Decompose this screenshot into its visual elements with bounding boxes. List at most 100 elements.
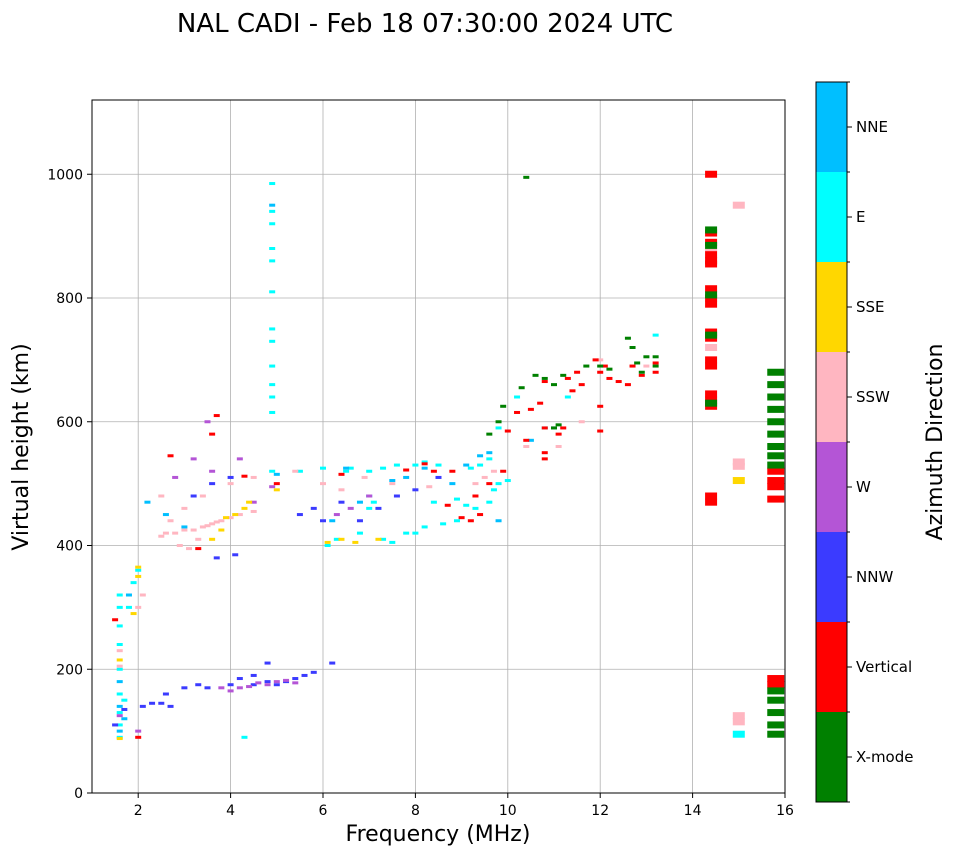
data-point	[209, 432, 216, 436]
data-point	[705, 492, 718, 500]
data-point	[514, 410, 521, 414]
data-point	[435, 475, 442, 479]
data-point	[121, 698, 128, 702]
data-point	[269, 222, 276, 226]
data-point	[551, 383, 557, 387]
data-point	[652, 370, 659, 374]
data-point	[467, 519, 474, 523]
data-point	[158, 701, 165, 705]
data-point	[541, 380, 548, 384]
data-point	[705, 300, 718, 308]
data-point	[269, 209, 276, 213]
chart-title: NAL CADI - Feb 18 07:30:00 2024 UTC	[177, 9, 673, 39]
data-point	[273, 680, 280, 684]
plot-area: 2 4 6 8 10 12 14 16 0 200 400 600 800 1000	[47, 99, 794, 819]
data-point	[380, 537, 387, 541]
data-point	[449, 482, 456, 486]
data-point	[412, 531, 419, 535]
data-point	[292, 469, 299, 473]
data-point	[246, 685, 253, 689]
data-point	[356, 500, 363, 504]
data-point	[356, 531, 363, 535]
data-point	[338, 488, 345, 492]
data-point	[705, 170, 718, 178]
data-point	[116, 692, 123, 696]
data-point	[241, 506, 248, 510]
colorbar-label-vertical: Vertical	[856, 658, 912, 676]
data-point	[269, 485, 276, 489]
data-point	[643, 355, 650, 359]
colorbar-segment	[816, 712, 847, 802]
data-point	[472, 494, 479, 498]
series-e	[116, 182, 745, 739]
series-nne	[116, 203, 557, 733]
data-point	[578, 420, 585, 424]
data-point	[412, 463, 419, 467]
data-point	[338, 537, 345, 541]
data-point	[246, 500, 253, 504]
data-point	[389, 482, 396, 486]
series-sse	[116, 477, 745, 741]
data-point	[116, 624, 123, 628]
data-point	[116, 649, 123, 653]
data-point	[343, 466, 350, 470]
data-point	[296, 469, 303, 473]
data-point	[250, 683, 257, 687]
data-point	[181, 686, 188, 690]
colorbar: X-mode Vertical NNW W SSW SSE E NNE	[815, 81, 913, 803]
data-point	[634, 361, 641, 365]
data-point	[273, 488, 280, 492]
data-point	[555, 432, 562, 436]
colorbar-label-w: W	[856, 478, 871, 496]
series-w	[116, 420, 373, 733]
data-point	[292, 677, 299, 681]
data-point	[195, 683, 202, 687]
data-point	[403, 475, 410, 479]
data-point	[116, 704, 123, 708]
data-point	[139, 593, 146, 597]
data-point	[430, 500, 437, 504]
data-point	[486, 451, 493, 455]
data-point	[135, 568, 142, 572]
data-point	[112, 618, 119, 622]
data-point	[518, 386, 525, 390]
data-point	[705, 260, 718, 268]
data-point	[227, 516, 234, 520]
x-axis-label: Frequency (MHz)	[346, 822, 531, 847]
data-point	[236, 677, 243, 681]
data-point	[269, 395, 276, 399]
data-point	[569, 389, 576, 393]
data-point	[421, 466, 428, 470]
data-point	[629, 346, 636, 349]
data-point	[767, 418, 785, 426]
data-point	[421, 525, 428, 529]
data-point	[767, 709, 785, 717]
data-point	[361, 475, 368, 479]
x-tick-label: 4	[226, 803, 235, 819]
data-point	[527, 438, 534, 442]
data-point	[204, 420, 211, 424]
data-point	[574, 370, 581, 374]
data-point	[116, 723, 123, 727]
data-point	[472, 482, 479, 486]
data-point	[732, 477, 745, 485]
data-point	[227, 683, 234, 687]
data-point	[421, 462, 428, 466]
x-axis-ticks: 2 4 6 8 10 12 14 16	[134, 793, 794, 819]
data-point	[767, 675, 785, 683]
data-point	[495, 482, 502, 486]
data-point	[338, 472, 345, 476]
data-point	[767, 696, 785, 704]
colorbar-segment	[816, 442, 847, 532]
data-point	[273, 683, 280, 687]
colorbar-segment	[816, 532, 847, 622]
data-point	[597, 429, 604, 433]
data-point	[767, 495, 785, 503]
data-point	[389, 479, 396, 483]
data-point	[269, 247, 276, 250]
data-point	[227, 482, 234, 486]
data-point	[430, 469, 437, 473]
data-point	[158, 494, 165, 498]
data-point	[486, 500, 493, 504]
data-point	[356, 519, 363, 523]
